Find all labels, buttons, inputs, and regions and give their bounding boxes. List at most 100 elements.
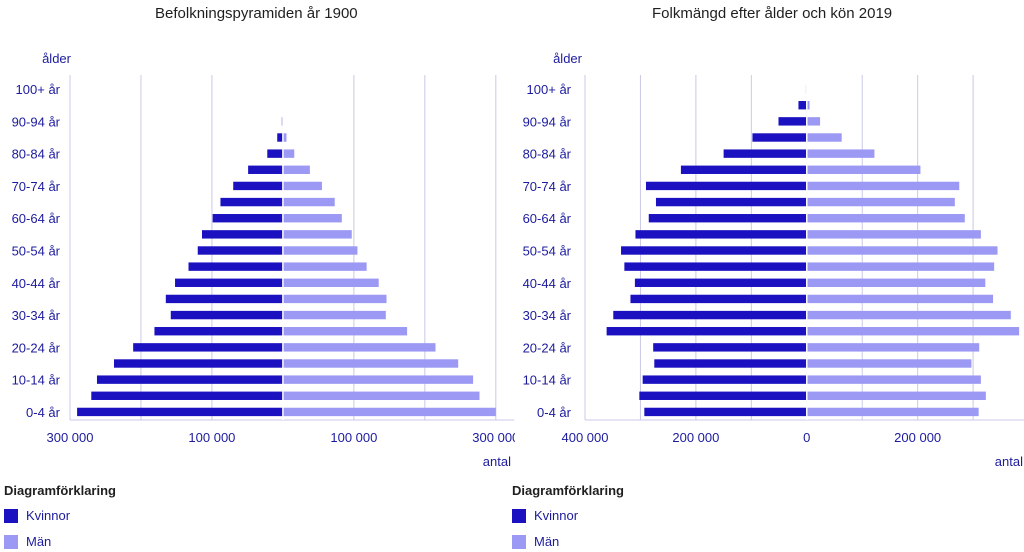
bar-men-35-39 år bbox=[282, 294, 387, 304]
bar-women-70-74 år bbox=[233, 181, 283, 191]
legend-swatch-women-2 bbox=[512, 509, 526, 523]
bar-men-25-29 år bbox=[806, 327, 1020, 336]
bar-women-90-94 år bbox=[778, 117, 807, 126]
bar-men-75-79 år bbox=[806, 165, 921, 174]
bar-men-45-49 år bbox=[282, 262, 367, 271]
bar-men-0-4 år bbox=[282, 407, 496, 417]
y-axis-title: ålder bbox=[42, 51, 72, 66]
x-axis-title: antal bbox=[995, 454, 1023, 469]
bar-women-0-4 år bbox=[77, 407, 283, 417]
bar-men-60-64 år bbox=[806, 214, 965, 223]
bar-women-60-64 år bbox=[648, 214, 807, 223]
x-tick-label: 200 000 bbox=[894, 430, 941, 445]
bar-men-5-9 år bbox=[806, 391, 986, 400]
x-tick-label: 100 000 bbox=[188, 430, 235, 445]
y-tick-label: 80-84 år bbox=[523, 147, 572, 162]
chart-1900: 0-4 år 10-14 år 20-24 år 30-34 år 40-44 år 50… bbox=[12, 51, 515, 469]
bar-women-65-69 år bbox=[220, 197, 283, 207]
bar-women-55-59 år bbox=[635, 230, 807, 239]
bar-women-60-64 år bbox=[212, 214, 283, 223]
bar-men-75-79 år bbox=[282, 165, 310, 174]
bar-women-5-9 år bbox=[91, 391, 283, 400]
bar-men-70-74 år bbox=[282, 181, 322, 191]
x-tick-label: 300 000 bbox=[472, 430, 515, 445]
y-tick-label: 60-64 år bbox=[523, 211, 572, 226]
bar-women-30-34 år bbox=[170, 310, 283, 320]
bar-women-45-49 år bbox=[624, 262, 807, 271]
bar-women-70-74 år bbox=[645, 181, 807, 191]
bar-women-50-54 år bbox=[197, 246, 283, 255]
bar-men-40-44 år bbox=[282, 278, 379, 287]
bar-men-15-19 år bbox=[806, 359, 972, 368]
bar-women-65-69 år bbox=[655, 197, 807, 207]
x-tick-label: 0 bbox=[803, 430, 810, 445]
y-tick-label: 40-44 år bbox=[12, 276, 61, 291]
legend-title-2: Diagramförklaring bbox=[512, 483, 624, 498]
y-tick-label: 10-14 år bbox=[12, 373, 61, 388]
bar-women-75-79 år bbox=[248, 165, 283, 174]
legend-swatch-women bbox=[4, 509, 18, 523]
bar-men-20-24 år bbox=[806, 343, 980, 352]
y-tick-label: 30-34 år bbox=[12, 308, 61, 323]
legend-label-men: Män bbox=[26, 534, 52, 549]
bar-men-70-74 år bbox=[806, 181, 960, 191]
bar-women-20-24 år bbox=[653, 343, 807, 352]
bar-women-25-29 år bbox=[154, 327, 283, 336]
bar-women-40-44 år bbox=[175, 278, 283, 287]
y-tick-label: 10-14 år bbox=[523, 373, 572, 388]
bar-men-85-89 år bbox=[282, 133, 287, 142]
legend-label-women-2: Kvinnor bbox=[534, 508, 579, 523]
y-tick-label: 80-84 år bbox=[12, 147, 61, 162]
y-tick-label: 100+ år bbox=[527, 82, 572, 97]
bar-women-10-14 år bbox=[96, 375, 283, 384]
y-tick-label: 70-74 år bbox=[523, 179, 572, 194]
y-tick-label: 60-64 år bbox=[12, 211, 61, 226]
bar-men-30-34 år bbox=[282, 310, 386, 320]
bar-men-50-54 år bbox=[282, 246, 358, 255]
bar-men-60-64 år bbox=[282, 214, 342, 223]
bar-women-50-54 år bbox=[621, 246, 807, 255]
bar-women-5-9 år bbox=[639, 391, 807, 400]
x-tick-label: 200 000 bbox=[672, 430, 719, 445]
bar-men-10-14 år bbox=[806, 375, 981, 384]
bar-women-40-44 år bbox=[634, 278, 807, 287]
bar-women-10-14 år bbox=[642, 375, 807, 384]
bar-women-0-4 år bbox=[644, 407, 807, 417]
bar-men-65-69 år bbox=[282, 197, 335, 207]
y-tick-label: 90-94 år bbox=[523, 114, 572, 129]
bar-women-25-29 år bbox=[606, 327, 807, 336]
bar-women-95-99 år bbox=[798, 101, 807, 110]
y-tick-label: 70-74 år bbox=[12, 179, 61, 194]
legend-label-men-2: Män bbox=[534, 534, 560, 549]
bar-women-75-79 år bbox=[680, 165, 807, 174]
legend-label-women: Kvinnor bbox=[26, 508, 71, 523]
bar-men-40-44 år bbox=[806, 278, 986, 287]
bar-men-45-49 år bbox=[806, 262, 995, 271]
bar-men-25-29 år bbox=[282, 327, 408, 336]
bar-men-0-4 år bbox=[806, 407, 979, 417]
bar-men-50-54 år bbox=[806, 246, 998, 255]
bar-men-85-89 år bbox=[806, 133, 842, 142]
x-tick-label: 400 000 bbox=[562, 430, 609, 445]
bar-women-35-39 år bbox=[165, 294, 283, 304]
y-tick-label: 20-24 år bbox=[12, 340, 61, 355]
chart-1900-title: Befolkningspyramiden år 1900 bbox=[155, 5, 358, 22]
x-tick-label: 300 000 bbox=[47, 430, 94, 445]
bar-women-15-19 år bbox=[114, 359, 283, 368]
legend-swatch-men bbox=[4, 535, 18, 549]
x-tick-label: 100 000 bbox=[330, 430, 377, 445]
chart-2019: 0-4 år 10-14 år 20-24 år 30-34 år 40-44 år 50… bbox=[523, 51, 1024, 469]
bar-women-20-24 år bbox=[133, 343, 283, 352]
bar-women-45-49 år bbox=[188, 262, 283, 271]
y-tick-label: 90-94 år bbox=[12, 114, 61, 129]
legend-swatch-men-2 bbox=[512, 535, 526, 549]
bar-men-35-39 år bbox=[806, 294, 994, 304]
y-tick-label: 50-54 år bbox=[12, 244, 61, 259]
bar-women-85-89 år bbox=[752, 133, 807, 142]
bar-men-80-84 år bbox=[282, 149, 295, 158]
bar-women-15-19 år bbox=[654, 359, 807, 368]
chart-2019-title: Folkmängd efter ålder och kön 2019 bbox=[652, 5, 893, 22]
bar-men-10-14 år bbox=[282, 375, 474, 384]
y-tick-label: 50-54 år bbox=[523, 244, 572, 259]
